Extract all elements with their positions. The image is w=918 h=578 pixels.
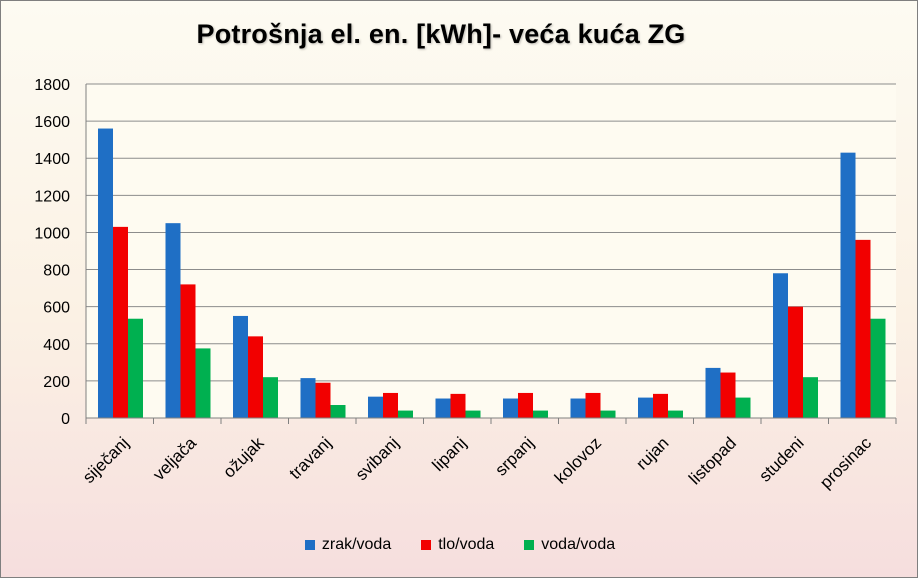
bar-voda-voda-7 <box>533 410 548 418</box>
x-tick-label: prosinac <box>816 433 875 492</box>
legend-item-tlo-voda: tlo/voda <box>421 536 494 554</box>
bar-zrak-voda-8 <box>570 398 586 418</box>
plot-area <box>86 84 896 418</box>
y-tick-label: 1000 <box>34 225 70 242</box>
bar-voda-voda-1 <box>128 318 143 418</box>
x-tick-labels: siječanj veljača ožujak travanj svibanj lipan… <box>79 433 875 492</box>
legend: zrak/voda tlo/voda voda/voda <box>1 536 917 554</box>
bar-voda-voda-5 <box>398 410 413 418</box>
bar-tlo-voda-9 <box>653 393 668 418</box>
bar-tlo-voda-10 <box>720 372 736 418</box>
bar-voda-voda-8 <box>600 410 616 418</box>
y-tick-label: 1400 <box>34 151 70 168</box>
bar-zrak-voda-3 <box>233 315 248 418</box>
x-tick-label: svibanj <box>352 433 403 484</box>
y-tick-label: 400 <box>43 337 70 354</box>
bar-tlo-voda-4 <box>315 382 331 418</box>
bar-zrak-voda-6 <box>435 398 451 418</box>
x-tick-label: lipanj <box>429 433 471 475</box>
y-tick-label: 1800 <box>34 77 70 94</box>
bar-voda-voda-9 <box>668 410 683 418</box>
x-tick-label: rujan <box>632 433 672 473</box>
y-tick-label: 0 <box>61 411 70 428</box>
x-tick-label: srpanj <box>491 433 537 479</box>
y-tick-labels: 0 200 400 600 800 1000 1200 1400 1600 1800 <box>34 77 70 428</box>
bar-zrak-voda-10 <box>705 367 721 418</box>
legend-item-voda-voda: voda/voda <box>524 536 615 554</box>
bar-zrak-voda-1 <box>98 128 113 418</box>
bar-voda-voda-6 <box>465 410 481 418</box>
legend-swatch <box>304 540 315 550</box>
bar-voda-voda-12 <box>870 318 886 418</box>
bar-voda-voda-11 <box>803 377 818 418</box>
legend-swatch <box>421 540 432 550</box>
x-tick-label: studeni <box>755 433 807 485</box>
bar-zrak-voda-5 <box>368 396 383 418</box>
bar-tlo-voda-2 <box>180 284 196 418</box>
bar-tlo-voda-6 <box>450 393 466 418</box>
bar-zrak-voda-9 <box>638 397 653 418</box>
legend-label: voda/voda <box>541 536 616 553</box>
x-tick-label: siječanj <box>79 433 133 487</box>
legend-label: tlo/voda <box>438 536 495 553</box>
legend-item-zrak-voda: zrak/voda <box>304 536 392 554</box>
x-tick-label: listopad <box>685 433 740 488</box>
bar-zrak-voda-7 <box>503 398 518 418</box>
x-tick-label: travanj <box>286 433 336 483</box>
bar-tlo-voda-1 <box>113 226 128 418</box>
legend-swatch <box>524 540 535 550</box>
bar-voda-voda-2 <box>195 348 211 418</box>
bar-tlo-voda-11 <box>788 306 803 418</box>
bar-tlo-voda-7 <box>518 392 533 418</box>
y-tick-label: 800 <box>43 263 70 280</box>
x-tick-label: ožujak <box>219 433 268 482</box>
x-tick-label: veljača <box>149 433 200 484</box>
bar-tlo-voda-8 <box>585 392 601 418</box>
bar-zrak-voda-4 <box>300 378 316 418</box>
bar-zrak-voda-11 <box>773 273 788 418</box>
x-tick-label: kolovoz <box>551 433 605 487</box>
bar-voda-voda-10 <box>735 397 751 418</box>
bar-tlo-voda-5 <box>383 392 398 418</box>
y-tick-label: 1200 <box>34 188 70 205</box>
y-tick-label: 1600 <box>34 114 70 131</box>
gridlines <box>86 83 896 419</box>
bar-zrak-voda-2 <box>165 223 181 418</box>
bar-tlo-voda-3 <box>248 336 263 418</box>
bar-tlo-voda-12 <box>855 239 871 418</box>
y-tick-label: 600 <box>43 300 70 317</box>
bars-group <box>98 128 886 418</box>
bar-zrak-voda-12 <box>840 152 856 418</box>
axes <box>85 84 897 424</box>
chart-title: Potrošnja el. en. [kWh]- veća kuća ZG <box>196 19 686 49</box>
y-tick-label: 200 <box>43 374 70 391</box>
bar-voda-voda-3 <box>263 377 278 418</box>
legend-label: zrak/voda <box>321 536 392 553</box>
bar-voda-voda-4 <box>330 405 346 418</box>
